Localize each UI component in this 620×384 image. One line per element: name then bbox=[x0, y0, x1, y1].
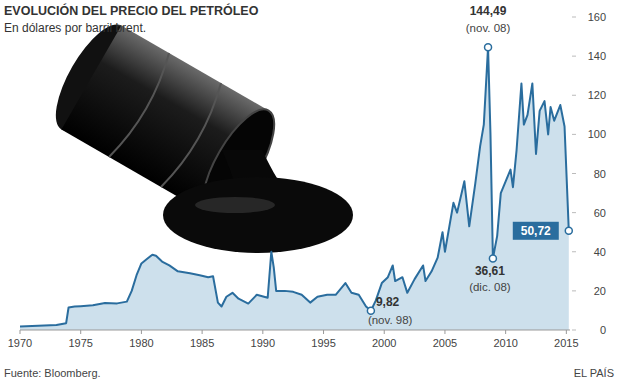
x-tick-label: 1970 bbox=[8, 337, 32, 349]
x-tick-label: 2005 bbox=[433, 337, 457, 349]
annotation-date: (nov. 98) bbox=[368, 314, 413, 326]
y-tick-label: 40 bbox=[594, 246, 606, 258]
x-tick bbox=[80, 330, 81, 334]
y-tick bbox=[572, 173, 576, 174]
page: {"chart_data": { "type": "area", "title"… bbox=[0, 0, 620, 384]
x-tick bbox=[384, 330, 385, 334]
y-tick-label: 120 bbox=[588, 89, 606, 101]
source: Fuente: Bloomberg. bbox=[4, 367, 101, 379]
x-tick bbox=[202, 330, 203, 334]
x-tick bbox=[444, 330, 445, 334]
x-tick-label: 1990 bbox=[251, 337, 275, 349]
y-tick-label: 140 bbox=[588, 50, 606, 62]
annotation-point bbox=[485, 44, 492, 51]
annotation-box bbox=[513, 222, 559, 240]
y-tick bbox=[572, 330, 576, 331]
spill-shine bbox=[195, 197, 275, 213]
x-tick-label: 1975 bbox=[68, 337, 92, 349]
title: EVOLUCIÓN DEL PRECIO DEL PETRÓLEO bbox=[4, 3, 259, 18]
annotation-label: 144,49 bbox=[470, 4, 507, 18]
x-tick bbox=[141, 330, 142, 334]
x-tick-label: 1995 bbox=[311, 337, 335, 349]
y-tick bbox=[572, 290, 576, 291]
area bbox=[20, 47, 569, 330]
y-tick bbox=[572, 17, 576, 18]
y-tick bbox=[572, 95, 576, 96]
annotation-date: (dic. 08) bbox=[469, 281, 511, 293]
y-tick-label: 80 bbox=[594, 168, 606, 180]
y-tick bbox=[572, 212, 576, 213]
chart: EVOLUCIÓN DEL PRECIO DEL PETRÓLEO En dóla… bbox=[0, 0, 620, 384]
annotation-label: 9,82 bbox=[376, 295, 400, 309]
x-tick-label: 2015 bbox=[554, 337, 578, 349]
x-tick bbox=[20, 330, 21, 334]
x-tick bbox=[262, 330, 263, 334]
y-tick-label: 100 bbox=[588, 128, 606, 140]
y-tick bbox=[572, 134, 576, 135]
annotation-label: 50,72 bbox=[521, 224, 551, 238]
y-tick-label: 20 bbox=[594, 285, 606, 297]
annotation-point bbox=[565, 227, 572, 234]
annotation-label: 36,61 bbox=[475, 264, 505, 278]
line bbox=[20, 47, 569, 326]
spill-puddle bbox=[163, 177, 353, 253]
x-tick-label: 2000 bbox=[372, 337, 396, 349]
annotation-point bbox=[489, 255, 496, 262]
x-tick bbox=[505, 330, 506, 334]
annotation-date: (nov. 08) bbox=[466, 22, 511, 34]
y-tick-label: 160 bbox=[588, 11, 606, 23]
publisher: EL PAÍS bbox=[574, 367, 614, 379]
x-tick bbox=[323, 330, 324, 334]
plot-area bbox=[20, 47, 569, 330]
x-tick bbox=[566, 330, 567, 334]
y-tick-label: 60 bbox=[594, 207, 606, 219]
y-tick bbox=[572, 56, 576, 57]
x-axis-line bbox=[20, 330, 570, 331]
x-tick-label: 1980 bbox=[129, 337, 153, 349]
x-tick-label: 1985 bbox=[190, 337, 214, 349]
y-tick bbox=[572, 251, 576, 252]
subtitle: En dólares por barril brent. bbox=[4, 21, 146, 35]
y-tick-label: 0 bbox=[600, 324, 606, 336]
x-tick-label: 2010 bbox=[493, 337, 517, 349]
